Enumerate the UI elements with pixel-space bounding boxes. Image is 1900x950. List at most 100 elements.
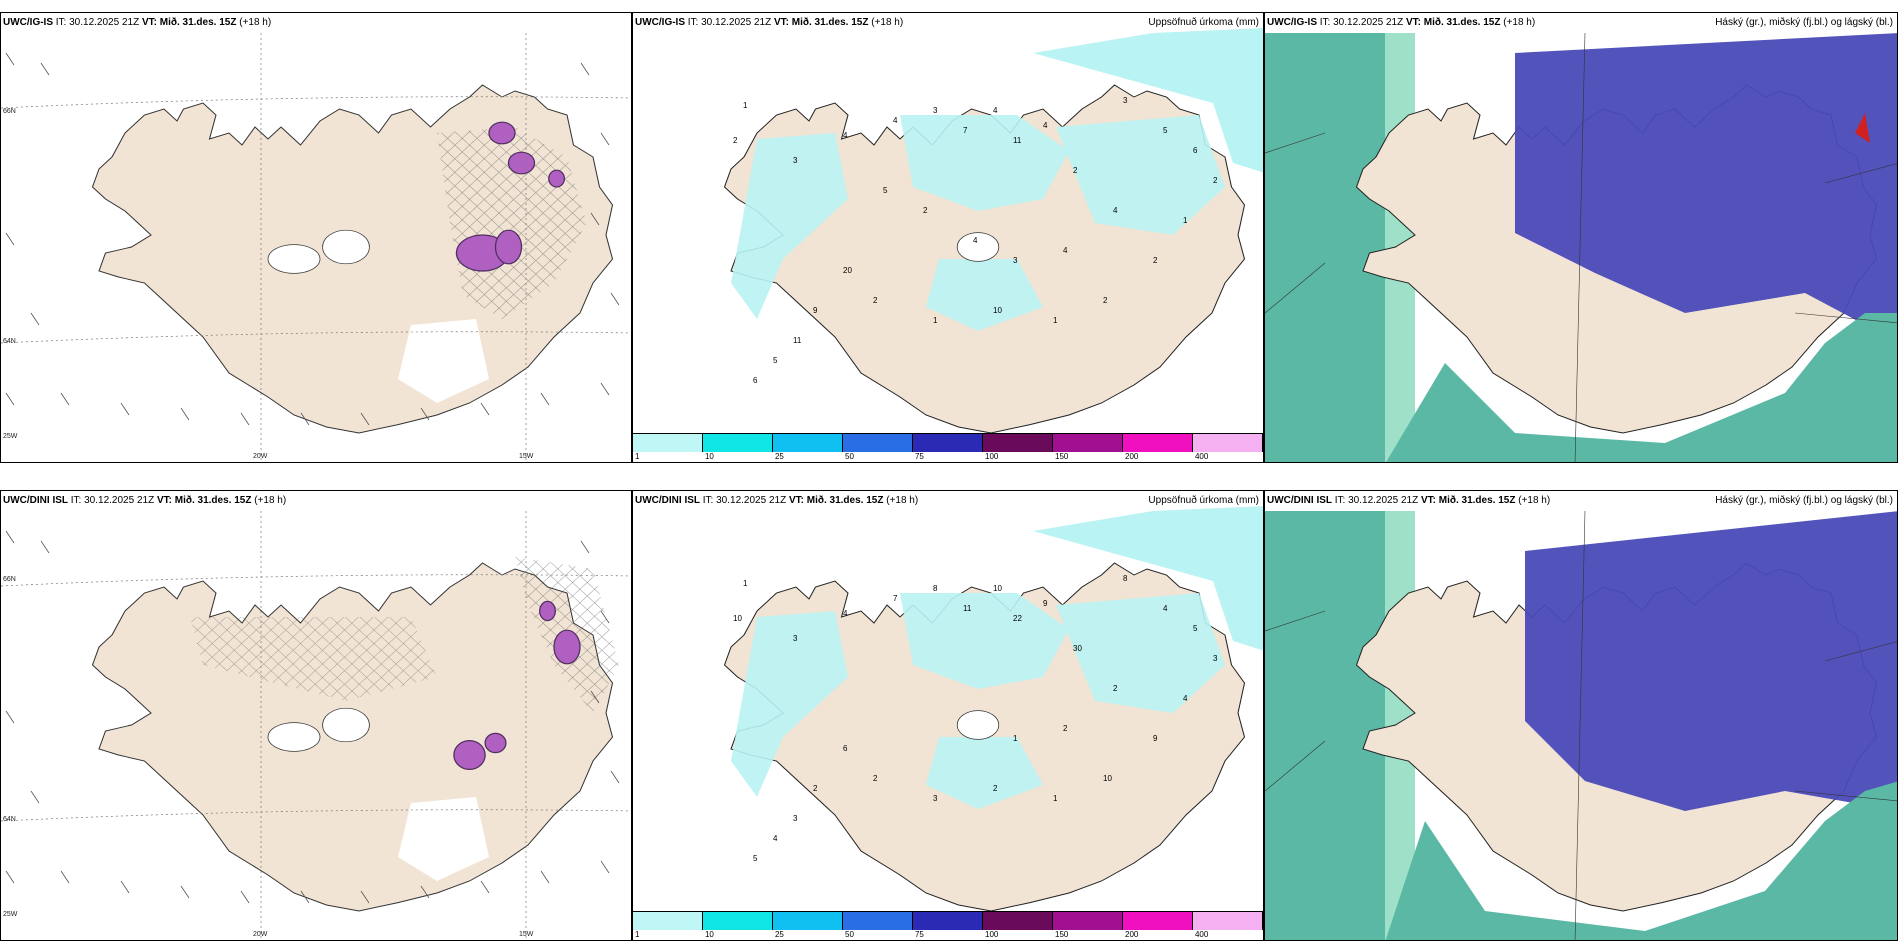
- panel-header: UWC/DINI ISL IT: 30.12.2025 21Z VT: Mið.…: [1267, 495, 1893, 506]
- lon-label: 20W: [253, 453, 268, 460]
- precip-value-label: 2: [733, 136, 738, 145]
- precip-value-label: 1: [1183, 216, 1188, 225]
- precip-value-label: 4: [1113, 206, 1118, 215]
- precip-value-label: 9: [1043, 599, 1048, 608]
- lon-label: 15W: [519, 453, 534, 460]
- legend-tick-label: 1: [635, 930, 640, 939]
- precip-value-label: 1: [1053, 316, 1058, 325]
- precip-value-label: 2: [1073, 166, 1078, 175]
- legend-tick-label: 25: [774, 930, 784, 939]
- legend-tick-label: 75: [914, 930, 924, 939]
- wind-map: [1, 511, 631, 940]
- precip-value-label: 1: [743, 101, 748, 110]
- precip-value-label: 11: [1013, 136, 1022, 145]
- precip-value-label: 2: [993, 784, 998, 793]
- precip-value-label: 2: [873, 774, 878, 783]
- precip-value-label: 2: [813, 784, 818, 793]
- legend-tick-label: 75: [914, 452, 924, 461]
- lat-label: 66N: [3, 108, 16, 115]
- legend-bin: [913, 912, 983, 930]
- legend-tick-label: 25: [774, 452, 784, 461]
- legend-bin: [1053, 912, 1123, 930]
- precip-value-label: 10: [993, 584, 1002, 593]
- legend-bin: [773, 434, 843, 452]
- legend-bin: [633, 912, 703, 930]
- cloud-map-panel-row1: UWC/IG-IS IT: 30.12.2025 21Z VT: Mið. 31…: [1264, 12, 1898, 463]
- cloud-map: [1265, 32, 1897, 462]
- cloud-title: Háský (gr.), miðský (fj.bl.) og lágský (…: [1715, 17, 1893, 28]
- precip-value-label: 8: [933, 584, 938, 593]
- precip-value-label: 3: [933, 106, 938, 115]
- precip-title: Uppsöfnuð úrkoma (mm): [1148, 495, 1259, 506]
- panel-header: UWC/IG-IS IT: 30.12.2025 21Z VT: Mið. 31…: [635, 17, 1259, 28]
- precip-value-label: 3: [793, 634, 798, 643]
- legend-bin: [633, 434, 703, 452]
- precip-value-label: 4: [1043, 121, 1048, 130]
- precip-value-label: 4: [993, 106, 998, 115]
- lon-label: 15W: [519, 931, 534, 938]
- precip-value-label: 10: [1103, 774, 1112, 783]
- wind-map: [1, 33, 631, 462]
- precip-value-label: 11: [963, 604, 972, 613]
- precip-value-label: 2: [1153, 256, 1158, 265]
- precip-value-label: 2: [1113, 684, 1118, 693]
- precip-title: Uppsöfnuð úrkoma (mm): [1148, 17, 1259, 28]
- legend-bin: [773, 912, 843, 930]
- lon-label: 25W: [3, 433, 18, 440]
- precip-value-label: 2: [1063, 724, 1068, 733]
- precip-value-label: 5: [1163, 126, 1168, 135]
- precip-value-label: 22: [1013, 614, 1022, 623]
- precip-value-label: 3: [1213, 654, 1218, 663]
- legend-tick-label: 200: [1125, 452, 1139, 461]
- precip-value-label: 1: [1053, 794, 1058, 803]
- precip-value-label: 7: [893, 594, 898, 603]
- precip-value-label: 3: [793, 814, 798, 823]
- legend-bin: [1123, 912, 1193, 930]
- precip-value-label: 6: [1193, 146, 1198, 155]
- precip-map-panel-row2: UWC/DINI ISL IT: 30.12.2025 21Z VT: Mið.…: [632, 490, 1264, 941]
- legend-bin: [703, 912, 773, 930]
- cloud-title: Háský (gr.), miðský (fj.bl.) og lágský (…: [1715, 495, 1893, 506]
- legend-bin: [1193, 912, 1263, 930]
- panel-header: UWC/DINI ISL IT: 30.12.2025 21Z VT: Mið.…: [635, 495, 1259, 506]
- precip-value-label: 1: [933, 316, 938, 325]
- precip-value-label: 3: [1123, 96, 1128, 105]
- precip-value-label: 6: [753, 376, 758, 385]
- lon-label: 25W: [3, 911, 18, 918]
- precip-value-label: 7: [963, 126, 968, 135]
- legend-tick-label: 50: [845, 930, 854, 939]
- precip-value-label: 3: [1013, 256, 1018, 265]
- legend-tick-label: 400: [1194, 930, 1209, 939]
- precip-value-label: 3: [933, 794, 938, 803]
- precip-value-label: 20: [843, 266, 852, 275]
- precip-value-label: 4: [973, 236, 978, 245]
- legend-bin: [1193, 434, 1263, 452]
- legend-bin: [1053, 434, 1123, 452]
- precip-value-label: 5: [883, 186, 888, 195]
- legend-tick-label: 200: [1125, 930, 1139, 939]
- cloud-map-panel-row2: UWC/DINI ISL IT: 30.12.2025 21Z VT: Mið.…: [1264, 490, 1898, 941]
- legend-tick-label: 100: [985, 452, 999, 461]
- legend-tick-label: 10: [704, 452, 714, 461]
- legend-tick-label: 400: [1194, 452, 1209, 461]
- legend-tick-label: 50: [845, 452, 854, 461]
- precip-map: 1 2 3 4 4 3 7 4 11 4 2 3 20 9 11 5 6 2 1 10 1 2 2 1 2 6 5 4 4 3 4 2 5: [723, 28, 1263, 434]
- precip-value-label: 1: [1013, 734, 1018, 743]
- cloud-map: [1265, 510, 1897, 940]
- legend-bin: [843, 434, 913, 452]
- precip-legend: 1 10 25 50 75 100 150 200 400: [633, 911, 1263, 940]
- legend-bin: [983, 434, 1053, 452]
- precip-value-label: 10: [733, 614, 742, 623]
- legend-bin: [1123, 434, 1193, 452]
- wind-map-panel-row2: UWC/DINI ISL IT: 30.12.2025 21Z VT: Mið.…: [0, 490, 632, 941]
- precip-value-label: 4: [1183, 694, 1188, 703]
- lon-label: 20W: [253, 931, 268, 938]
- precip-value-label: 5: [773, 356, 778, 365]
- precip-value-label: 4: [1163, 604, 1168, 613]
- precip-value-label: 30: [1073, 644, 1082, 653]
- precip-value-label: 1: [743, 579, 748, 588]
- precip-value-label: 5: [1193, 624, 1198, 633]
- precip-map-panel-row1: UWC/IG-IS IT: 30.12.2025 21Z VT: Mið. 31…: [632, 12, 1264, 463]
- precip-value-label: 10: [993, 306, 1002, 315]
